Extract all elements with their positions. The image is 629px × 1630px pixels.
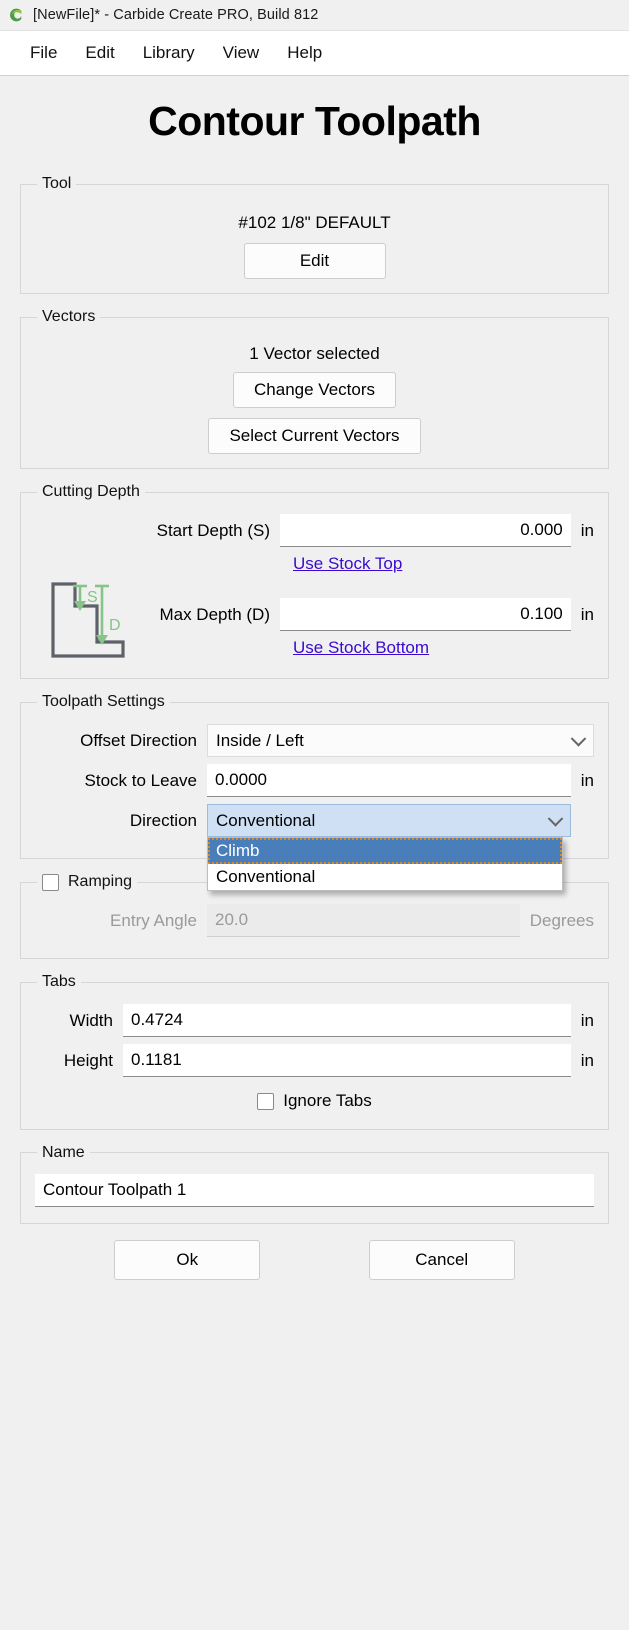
direction-option-conventional[interactable]: Conventional [216, 867, 316, 886]
offset-direction-label: Offset Direction [80, 730, 197, 750]
toolpath-settings-group: Toolpath Settings Offset Direction Insid… [20, 693, 609, 891]
tabs-group-legend: Tabs [42, 973, 76, 991]
depth-step-diagram-icon: S D [51, 582, 125, 658]
tab-width-input[interactable] [123, 1004, 571, 1038]
menu-item-library[interactable]: Library [142, 43, 195, 62]
entry-angle-input [207, 904, 520, 938]
offset-direction-value: Inside / Left [216, 730, 304, 750]
menu-item-edit[interactable]: Edit [85, 43, 115, 62]
name-group-legend: Name [42, 1143, 85, 1161]
tabs-group: Tabs Width in Height in Ignore Tabs [20, 973, 609, 1130]
ignore-tabs-label: Ignore Tabs [283, 1091, 372, 1111]
start-depth-label: Start Depth (S) [156, 520, 270, 540]
toolpath-name-input[interactable] [35, 1173, 594, 1207]
tab-width-label: Width [69, 1010, 113, 1030]
stock-to-leave-input[interactable] [207, 764, 571, 797]
tab-height-unit: in [580, 1050, 594, 1070]
max-depth-unit: in [580, 604, 594, 624]
tab-height-label: Height [63, 1050, 113, 1070]
ramping-checkbox-wrap[interactable]: Ramping [42, 873, 132, 891]
entry-angle-label: Entry Angle [110, 910, 197, 930]
chevron-down-icon [547, 810, 564, 827]
vectors-status: 1 Vector selected [249, 344, 380, 363]
toolpath-settings-group-legend: Toolpath Settings [42, 693, 165, 710]
stock-to-leave-label: Stock to Leave [84, 770, 197, 790]
carbide-create-logo-icon [10, 8, 22, 22]
menu-item-help[interactable]: Help [287, 43, 323, 62]
direction-option-climb[interactable]: Climb [208, 838, 562, 864]
edit-tool-button[interactable]: Edit [243, 243, 386, 279]
entry-angle-unit: Degrees [529, 910, 594, 930]
offset-direction-select[interactable]: Inside / Left [207, 724, 594, 757]
tab-height-input[interactable] [123, 1044, 571, 1078]
start-depth-row: Start Depth (S) in [35, 514, 594, 547]
entry-angle-row: Entry Angle Degrees [35, 904, 594, 938]
svg-text:S: S [87, 589, 98, 606]
select-current-vectors-button[interactable]: Select Current Vectors [208, 418, 421, 454]
tab-width-row: Width in [35, 1004, 594, 1038]
ramping-checkbox[interactable] [42, 873, 59, 891]
ignore-tabs-checkbox[interactable] [257, 1092, 275, 1110]
max-depth-row: Max Depth (D) in [35, 598, 594, 631]
tab-height-row: Height in [35, 1044, 594, 1078]
ramping-group: Ramping Entry Angle Degrees [20, 873, 609, 960]
title-bar: [NewFile]* - Carbide Create PRO, Build 8… [0, 0, 629, 31]
window-title: [NewFile]* - Carbide Create PRO, Build 8… [33, 7, 319, 23]
direction-dropdown-list[interactable]: Climb Conventional [207, 837, 563, 891]
dialog-footer: Ok Cancel [20, 1239, 609, 1280]
use-stock-bottom-link[interactable]: Use Stock Bottom [293, 638, 430, 657]
page-title: Contour Toolpath [148, 98, 481, 144]
stock-to-leave-row: Stock to Leave in [35, 764, 594, 797]
cutting-depth-group: Cutting Depth S D Start Depth (S) [20, 483, 609, 679]
tab-width-unit: in [580, 1010, 594, 1030]
direction-value: Conventional [216, 810, 316, 830]
cutting-depth-group-legend: Cutting Depth [42, 483, 140, 500]
max-depth-input[interactable] [280, 598, 571, 631]
direction-select[interactable]: Conventional [207, 804, 571, 837]
use-stock-top-link[interactable]: Use Stock Top [293, 554, 403, 573]
direction-label: Direction [129, 810, 197, 830]
tool-value: #102 1/8" DEFAULT [238, 213, 391, 232]
vectors-group-legend: Vectors [42, 308, 96, 325]
stock-to-leave-unit: in [580, 770, 594, 790]
offset-direction-row: Offset Direction Inside / Left [35, 724, 594, 757]
ignore-tabs-checkbox-wrap[interactable]: Ignore Tabs [257, 1091, 372, 1111]
ramping-group-legend: Ramping [68, 873, 133, 890]
vectors-group: Vectors 1 Vector selected Change Vectors… [20, 308, 609, 469]
tool-group-legend: Tool [42, 175, 72, 192]
ok-button[interactable]: Ok [114, 1239, 261, 1280]
change-vectors-button[interactable]: Change Vectors [233, 372, 396, 408]
dialog-body: Contour Toolpath Tool #102 1/8" DEFAULT … [0, 98, 629, 1280]
cancel-button[interactable]: Cancel [368, 1239, 515, 1280]
start-depth-input[interactable] [280, 514, 571, 547]
start-depth-unit: in [580, 520, 594, 540]
svg-text:D: D [109, 617, 121, 634]
max-depth-label: Max Depth (D) [159, 604, 270, 624]
chevron-down-icon [570, 730, 587, 747]
direction-row: Direction Conventional in Climb Conventi… [35, 804, 594, 891]
menu-item-view[interactable]: View [222, 43, 260, 62]
name-group: Name [20, 1143, 609, 1224]
menu-item-file[interactable]: File [30, 43, 58, 62]
menu-bar: File Edit Library View Help [0, 31, 629, 76]
tool-group: Tool #102 1/8" DEFAULT Edit [20, 175, 609, 294]
